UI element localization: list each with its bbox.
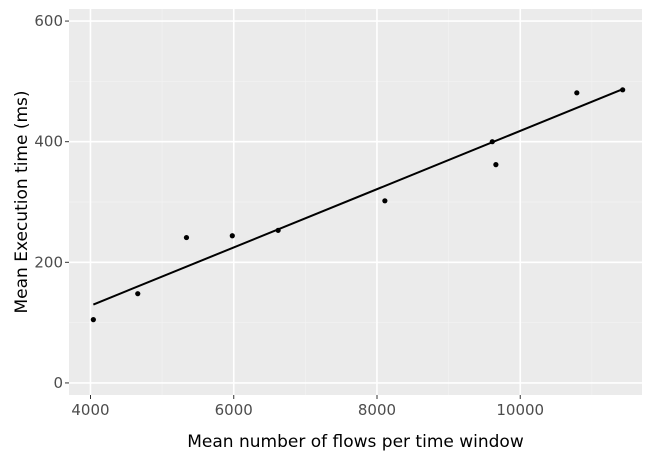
x-tick-label: 6000	[215, 401, 253, 419]
y-tick-label: 600	[34, 12, 63, 30]
x-tick-label: 10000	[496, 401, 544, 419]
data-point	[135, 291, 141, 297]
data-point	[493, 162, 499, 168]
y-tick-label: 0	[53, 374, 63, 392]
minor-gridlines	[69, 9, 642, 395]
data-point	[229, 233, 235, 239]
y-tick-label: 200	[34, 253, 63, 271]
y-tick-label: 400	[34, 133, 63, 151]
major-gridlines	[69, 9, 642, 395]
x-axis: 4000 6000 8000 10000	[71, 395, 544, 419]
data-points	[90, 87, 626, 323]
trend-line	[92, 88, 624, 306]
data-point	[275, 227, 281, 233]
data-point	[620, 87, 626, 93]
data-point	[382, 198, 388, 204]
y-axis: 0 200 400 600	[34, 12, 69, 392]
x-tick-label: 4000	[71, 401, 109, 419]
x-axis-title: Mean number of flows per time window	[187, 432, 524, 452]
y-axis-title: Mean Execution time (ms)	[12, 90, 32, 313]
data-point	[574, 90, 580, 96]
data-point	[90, 317, 96, 323]
x-tick-label: 8000	[358, 401, 396, 419]
data-point	[183, 234, 190, 241]
data-point	[489, 139, 495, 145]
